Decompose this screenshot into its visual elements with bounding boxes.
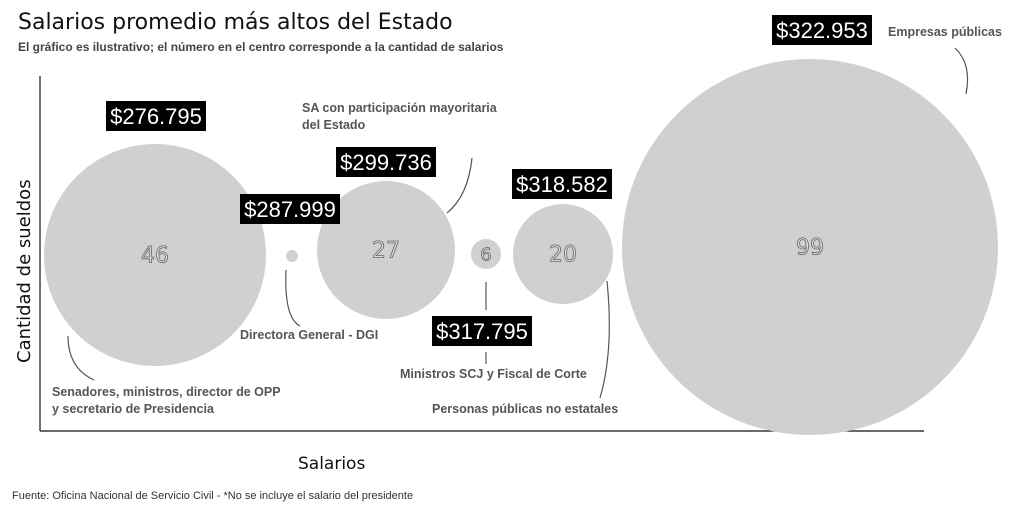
salary-label: $317.795 xyxy=(436,319,528,344)
leader-line xyxy=(446,157,473,214)
y-axis-label: Cantidad de sueldos xyxy=(14,179,35,363)
chart-subtitle: El gráfico es ilustrativo; el número en … xyxy=(18,40,504,54)
salary-label: $318.582 xyxy=(516,172,608,197)
bubble-count: 6 xyxy=(480,244,491,265)
category-label: Ministros SCJ y Fiscal de Corte xyxy=(400,367,587,381)
salary-label: $287.999 xyxy=(244,197,336,222)
bubble xyxy=(317,181,455,319)
bubble-count: 20 xyxy=(549,243,577,268)
leader-line xyxy=(67,335,95,381)
category-label: Personas públicas no estatales xyxy=(432,402,618,416)
category-label: y secretario de Presidencia xyxy=(52,402,215,416)
salary-box xyxy=(772,15,872,45)
source-note: Fuente: Oficina Nacional de Servicio Civ… xyxy=(12,490,414,502)
bubble xyxy=(513,204,613,304)
salary-box xyxy=(432,316,532,346)
bubble xyxy=(44,144,266,366)
salary-box xyxy=(106,101,206,131)
salary-box xyxy=(512,169,612,199)
bubble xyxy=(286,250,298,262)
bubble xyxy=(471,239,501,269)
bubble xyxy=(622,59,998,435)
leader-line xyxy=(599,280,610,399)
salary-label: $276.795 xyxy=(110,104,202,129)
leader-line xyxy=(285,269,301,327)
category-label: Empresas públicas xyxy=(888,25,1002,39)
category-label: SA con participación mayoritaria xyxy=(302,101,498,115)
salary-box xyxy=(240,194,340,224)
bubble-count: 46 xyxy=(141,244,169,269)
salary-label: $322.953 xyxy=(776,18,868,43)
bubble-count: 99 xyxy=(796,236,824,261)
category-label: Directora General - DGI xyxy=(240,328,378,342)
x-axis-label: Salarios xyxy=(298,454,366,474)
salary-label: $299.736 xyxy=(340,150,432,175)
salary-box xyxy=(336,147,436,177)
chart-title: Salarios promedio más altos del Estado xyxy=(18,10,453,35)
category-label: Senadores, ministros, director de OPP xyxy=(52,385,281,399)
bubble-count: 27 xyxy=(372,239,400,264)
category-label: del Estado xyxy=(302,118,366,132)
leader-line xyxy=(954,47,969,95)
